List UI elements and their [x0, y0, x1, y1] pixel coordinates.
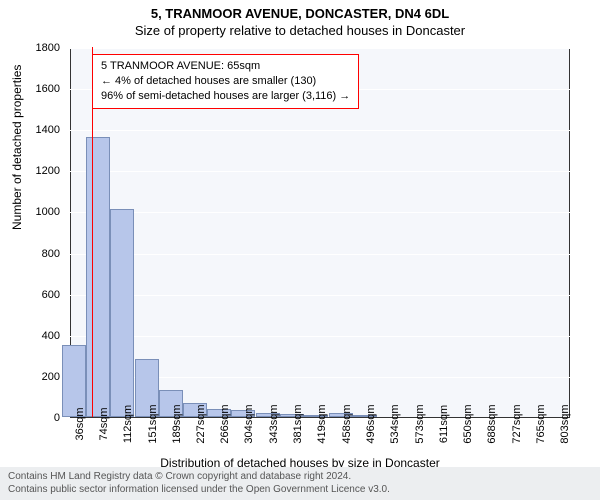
y-tick-label: 800 [20, 248, 60, 260]
x-tick-label: 419sqm [316, 404, 328, 443]
title-sub: Size of property relative to detached ho… [0, 21, 600, 38]
x-tick-label: 343sqm [268, 404, 280, 443]
footer: Contains HM Land Registry data © Crown c… [0, 467, 600, 500]
histogram-bar [86, 137, 110, 417]
y-tick-label: 600 [20, 289, 60, 301]
annotation-line3: 96% of semi-detached houses are larger (… [101, 89, 350, 104]
x-tick-label: 496sqm [365, 404, 377, 443]
histogram-bar [62, 345, 86, 417]
x-tick-label: 381sqm [292, 404, 304, 443]
y-tick-label: 1800 [20, 42, 60, 54]
y-tick-label: 200 [20, 371, 60, 383]
annotation-line1: 5 TRANMOOR AVENUE: 65sqm [101, 59, 350, 74]
x-tick-label: 151sqm [147, 404, 159, 443]
histogram-bar [110, 209, 134, 417]
x-tick-label: 36sqm [74, 407, 86, 440]
x-tick-label: 727sqm [511, 404, 523, 443]
title-main: 5, TRANMOOR AVENUE, DONCASTER, DN4 6DL [0, 0, 600, 21]
x-tick-label: 458sqm [341, 404, 353, 443]
x-tick-label: 112sqm [122, 405, 134, 443]
x-tick-label: 227sqm [195, 404, 207, 443]
annotation-line2: ← 4% of detached houses are smaller (130… [101, 74, 350, 89]
annotation-box: 5 TRANMOOR AVENUE: 65sqm ← 4% of detache… [92, 54, 359, 109]
x-tick-label: 189sqm [171, 404, 183, 443]
y-tick-label: 400 [20, 330, 60, 342]
x-tick-label: 266sqm [219, 404, 231, 443]
x-tick-label: 650sqm [462, 404, 474, 443]
x-tick-label: 304sqm [243, 404, 255, 443]
x-tick-label: 74sqm [98, 407, 110, 440]
y-tick-label: 1200 [20, 165, 60, 177]
x-tick-label: 803sqm [559, 404, 571, 443]
y-tick-label: 0 [20, 412, 60, 424]
chart-container: 5, TRANMOOR AVENUE, DONCASTER, DN4 6DL S… [0, 0, 600, 500]
x-tick-label: 611sqm [438, 405, 450, 443]
x-tick-label: 688sqm [486, 404, 498, 443]
footer-line2: Contains public sector information licen… [8, 484, 592, 497]
y-tick-label: 1000 [20, 206, 60, 218]
y-tick-label: 1600 [20, 83, 60, 95]
x-tick-label: 765sqm [535, 404, 547, 443]
y-tick-label: 1400 [20, 124, 60, 136]
x-tick-label: 534sqm [389, 404, 401, 443]
footer-line1: Contains HM Land Registry data © Crown c… [8, 471, 592, 484]
x-tick-label: 573sqm [414, 404, 426, 443]
